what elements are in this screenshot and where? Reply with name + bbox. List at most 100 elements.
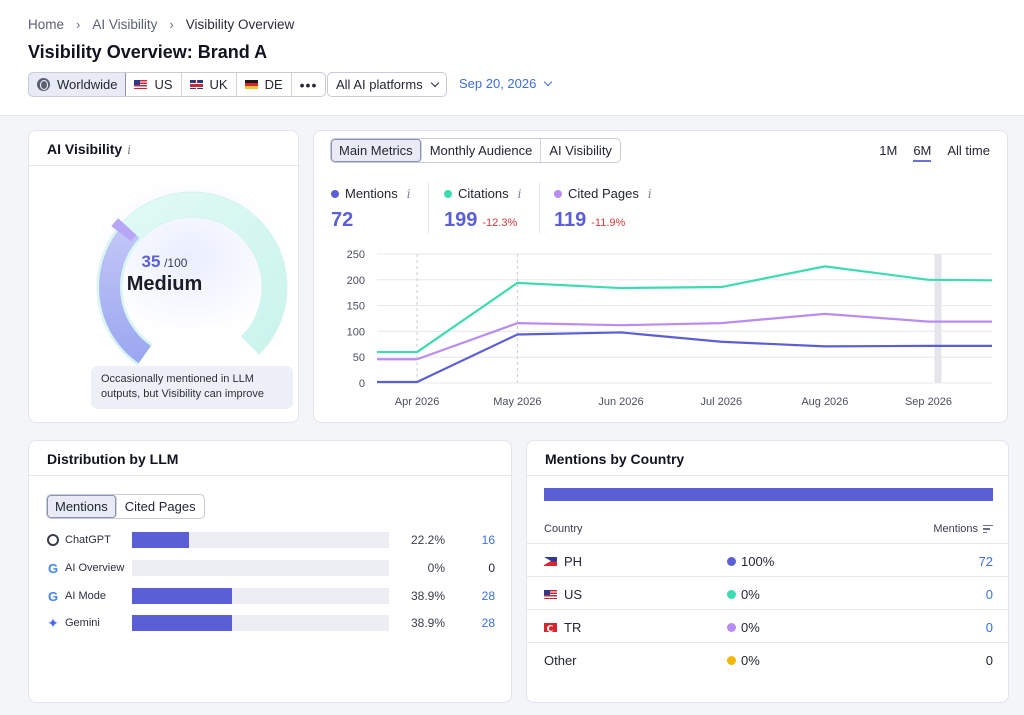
llm-bar-track: [132, 588, 389, 604]
mentions-metric: 72: [331, 209, 353, 232]
card-header: Distribution by LLM: [29, 441, 511, 476]
country-table-header: Country Mentions: [544, 523, 993, 535]
y-tick-label: 0: [359, 378, 365, 390]
tab-monthly-audience[interactable]: Monthly Audience: [422, 139, 542, 162]
range-all-time[interactable]: All time: [947, 143, 990, 158]
region-uk-button[interactable]: UK: [182, 73, 237, 96]
ph-flag-icon: [544, 557, 557, 566]
region-label: DE: [264, 77, 283, 92]
breadcrumb-home[interactable]: Home: [28, 17, 65, 32]
globe-icon: [37, 78, 50, 91]
tab-main-metrics[interactable]: Main Metrics: [331, 139, 422, 162]
date-picker[interactable]: Sep 20, 2026: [459, 76, 553, 91]
x-tick-label: Aug 2026: [801, 396, 848, 408]
page-header: Home › AI Visibility › Visibility Overvi…: [0, 0, 1024, 116]
y-tick-label: 150: [347, 301, 365, 313]
tr-flag-icon: [544, 623, 557, 632]
legend-mentions[interactable]: Mentions i: [331, 186, 411, 201]
google-icon: G: [47, 588, 59, 604]
llm-count-link[interactable]: 16: [481, 533, 495, 547]
series-line-citations: [377, 265, 993, 354]
series-line-cited-pages: [377, 312, 992, 361]
table-row: Other 0% 0: [527, 642, 1008, 675]
x-tick-label: Apr 2026: [395, 396, 440, 408]
breadcrumb-ai-visibility[interactable]: AI Visibility: [92, 17, 158, 32]
range-6m[interactable]: 6M: [913, 143, 932, 162]
metric-tabs: Main Metrics Monthly Audience AI Visibil…: [330, 138, 621, 163]
gauge-track: [96, 191, 288, 366]
de-flag-icon: [244, 80, 258, 89]
llm-bar-track: [132, 560, 389, 576]
breadcrumb-current: Visibility Overview: [185, 17, 295, 32]
legend-label: Citations: [458, 186, 509, 201]
breadcrumb-separator-icon: ›: [76, 17, 81, 32]
llm-count-link[interactable]: 28: [481, 589, 495, 603]
legend-label: Cited Pages: [568, 186, 639, 201]
more-regions-button[interactable]: •••: [299, 76, 318, 93]
x-tick-label: Jun 2026: [598, 396, 643, 408]
table-row: US 0% 0: [527, 576, 1008, 609]
citations-value: 199: [444, 209, 478, 231]
x-tick-label: Sep 2026: [905, 396, 952, 408]
llm-row-ai-mode: G AI Mode 38.9% 28: [46, 586, 506, 606]
llm-percent: 22.2%: [410, 533, 445, 547]
info-icon[interactable]: i: [127, 143, 132, 157]
column-mentions[interactable]: Mentions: [933, 523, 993, 535]
x-tick-label: May 2026: [493, 396, 541, 408]
share-dot-icon: [727, 590, 736, 599]
breadcrumb: Home › AI Visibility › Visibility Overvi…: [28, 17, 294, 32]
llm-name: ChatGPT: [65, 534, 111, 546]
visibility-gauge: 35 /100 Medium Occasionally mentioned in…: [29, 167, 298, 422]
chevron-down-icon: [430, 78, 440, 88]
region-label: UK: [209, 77, 228, 92]
gauge-fill: [99, 223, 151, 364]
country-count: 0: [985, 653, 993, 668]
region-worldwide-button[interactable]: Worldwide: [29, 73, 127, 96]
region-de-button[interactable]: DE: [237, 73, 292, 96]
mentions-by-country-card: Mentions by Country Country Mentions PH …: [526, 440, 1009, 703]
tab-cited-pages[interactable]: Cited Pages: [124, 499, 196, 514]
legend-label: Mentions: [345, 186, 398, 201]
region-label: Worldwide: [57, 77, 118, 92]
us-flag-icon: [544, 590, 557, 599]
uk-flag-icon: [189, 80, 203, 89]
card-title: AI Visibility: [47, 141, 123, 157]
y-tick-label: 200: [347, 275, 365, 287]
mentions-dot-icon: [331, 189, 339, 198]
legend-citations[interactable]: Citations i: [444, 186, 521, 201]
info-icon[interactable]: i: [406, 186, 411, 201]
country-count-link[interactable]: 0: [985, 587, 993, 602]
llm-count-link[interactable]: 28: [481, 616, 495, 630]
cited-pages-value: 119: [554, 209, 587, 231]
country-name: Other: [544, 653, 577, 668]
gauge-marker: [111, 218, 137, 242]
metrics-line-chart: 0 50 100 150 200 250 Apr 2026 May 2026 Jun 2026 J…: [347, 249, 993, 408]
info-icon[interactable]: i: [517, 186, 522, 201]
region-selector: Worldwide US UK DE •••: [28, 72, 327, 97]
llm-name: AI Overview: [65, 562, 125, 574]
share-dot-icon: [727, 656, 736, 665]
llm-bar: [132, 532, 190, 548]
info-icon[interactable]: i: [647, 186, 652, 201]
llm-tabs: Mentions Cited Pages: [46, 494, 205, 519]
llm-bar-track: [132, 532, 389, 548]
ai-platform-select[interactable]: All AI platforms: [327, 72, 447, 97]
google-icon: G: [47, 560, 59, 576]
region-us-button[interactable]: US: [126, 73, 182, 96]
llm-count: 0: [488, 561, 495, 575]
openai-icon: [47, 534, 59, 546]
country-share: 0%: [741, 620, 760, 635]
country-count-link[interactable]: 0: [985, 620, 993, 635]
llm-percent: 0%: [427, 561, 445, 575]
country-count-link[interactable]: 72: [978, 554, 993, 569]
tab-ai-visibility[interactable]: AI Visibility: [549, 143, 612, 158]
us-flag-icon: [134, 80, 148, 89]
tab-mentions[interactable]: Mentions: [47, 495, 117, 518]
llm-bar: [132, 588, 232, 604]
llm-name: Gemini: [65, 617, 100, 629]
llm-percent: 38.9%: [410, 589, 445, 603]
legend-cited-pages[interactable]: Cited Pages i: [554, 186, 652, 201]
card-title: Mentions by Country: [545, 451, 685, 467]
page-title: Visibility Overview: Brand A: [28, 42, 268, 62]
range-1m[interactable]: 1M: [879, 143, 898, 158]
